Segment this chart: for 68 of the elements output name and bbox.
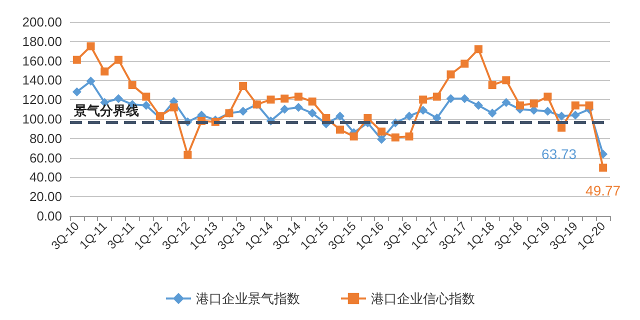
point xyxy=(460,60,469,68)
y-tick-label: 120.00 xyxy=(22,92,62,108)
point xyxy=(114,94,123,104)
y-tick-label: 200.00 xyxy=(22,14,62,30)
point xyxy=(142,92,150,101)
point xyxy=(350,132,358,140)
point xyxy=(378,128,386,136)
point xyxy=(100,67,109,76)
y-tick-label: 180.00 xyxy=(22,34,62,49)
point xyxy=(142,100,151,110)
y-tick-label: 0.00 xyxy=(36,208,62,224)
data-label: 63.73 xyxy=(542,146,577,162)
point xyxy=(543,106,552,116)
point xyxy=(184,150,192,159)
point xyxy=(72,56,81,64)
y-tick-label: 20.00 xyxy=(29,189,62,204)
point xyxy=(294,92,302,101)
point xyxy=(502,76,510,84)
point xyxy=(405,132,414,140)
point xyxy=(544,92,552,101)
y-tick-label: 60.00 xyxy=(29,150,62,166)
y-tick-label: 160.00 xyxy=(22,53,62,68)
point xyxy=(419,96,428,104)
point xyxy=(377,134,386,144)
point xyxy=(460,94,470,104)
point xyxy=(336,112,344,121)
data-label: 49.77 xyxy=(586,182,621,199)
point xyxy=(446,70,455,78)
y-tick-label: 80.00 xyxy=(29,130,62,146)
point xyxy=(488,81,496,90)
point xyxy=(308,98,316,106)
y-tick-label: 140.00 xyxy=(22,72,62,88)
point xyxy=(404,112,414,121)
point xyxy=(336,126,344,134)
ref-line-label: 景气分界线 xyxy=(73,104,139,119)
point xyxy=(266,96,275,104)
y-tick-label: 40.00 xyxy=(29,170,62,185)
point xyxy=(170,103,178,112)
point xyxy=(114,56,122,64)
point xyxy=(571,101,580,110)
point xyxy=(599,164,608,172)
point xyxy=(488,108,497,118)
point xyxy=(239,82,248,90)
point xyxy=(432,92,441,101)
point xyxy=(280,104,290,114)
point xyxy=(474,45,482,54)
point xyxy=(280,94,289,103)
point xyxy=(585,101,594,110)
point xyxy=(128,81,136,90)
point xyxy=(516,101,524,110)
point xyxy=(294,102,303,112)
point xyxy=(156,112,164,120)
point xyxy=(86,76,96,86)
point xyxy=(86,42,95,50)
point xyxy=(570,110,580,120)
point xyxy=(502,98,511,108)
point xyxy=(530,99,538,108)
point xyxy=(72,87,82,96)
point xyxy=(558,124,566,132)
point xyxy=(391,133,400,142)
y-tick-label: 100.00 xyxy=(22,112,62,126)
legend-label: 港口企业景气指数 xyxy=(196,291,300,306)
point xyxy=(446,94,456,104)
point xyxy=(238,106,248,116)
point xyxy=(308,108,317,118)
point xyxy=(557,112,566,121)
legend-label: 港口企业信心指数 xyxy=(371,291,475,306)
point xyxy=(474,100,483,110)
